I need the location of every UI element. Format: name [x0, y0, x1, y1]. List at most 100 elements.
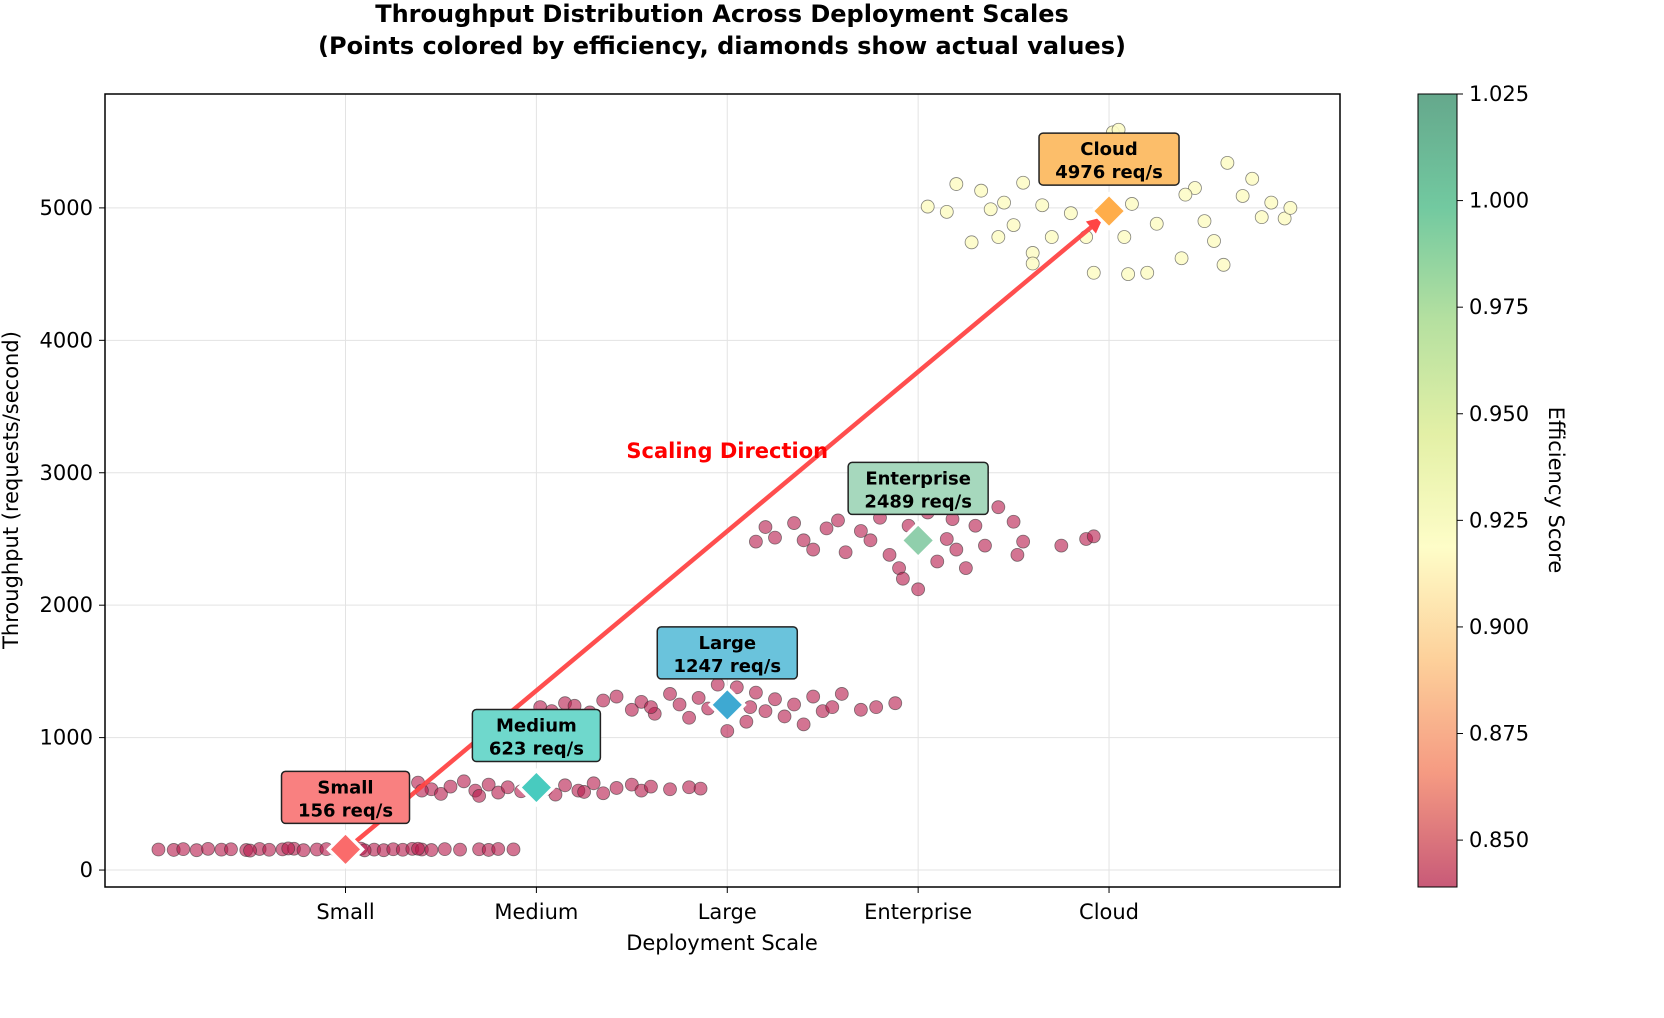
- data-point: [1016, 175, 1031, 190]
- data-point: [151, 842, 166, 857]
- data-point: [682, 710, 696, 725]
- data-point: [964, 235, 979, 250]
- x-tick-label: Medium: [494, 900, 578, 924]
- value-diamond: [326, 829, 365, 869]
- data-point: [1025, 256, 1040, 271]
- data-point: [1054, 538, 1069, 553]
- data-point: [243, 843, 257, 858]
- grid: [105, 94, 1340, 887]
- data-point: [189, 843, 204, 858]
- data-point: [1264, 195, 1279, 210]
- colorbar-tick-label: 1.000: [1469, 189, 1529, 213]
- data-point: [682, 780, 696, 795]
- value-diamonds: [326, 191, 1129, 869]
- data-point: [834, 687, 849, 701]
- data-point: [201, 841, 215, 856]
- data-point: [743, 700, 758, 715]
- annotation-text: Scaling Direction: [626, 439, 828, 463]
- value-label-text: 1247 req/s: [673, 656, 781, 677]
- data-point: [863, 533, 878, 548]
- x-tick-label: Small: [316, 900, 374, 924]
- data-point: [991, 230, 1006, 244]
- value-label-category: Medium: [496, 716, 577, 737]
- data-point: [1197, 214, 1212, 229]
- data-point: [1086, 529, 1101, 544]
- data-point: [434, 787, 448, 801]
- data-point: [1140, 265, 1155, 280]
- data-point: [609, 781, 624, 795]
- data-point: [939, 204, 954, 219]
- data-point: [749, 685, 763, 700]
- data-point: [768, 692, 782, 707]
- data-point: [710, 677, 725, 692]
- value-diamond: [1089, 191, 1129, 231]
- data-point: [787, 516, 801, 530]
- value-label-text: 2489 req/s: [864, 491, 972, 512]
- chart-subtitle: (Points colored by efficiency, diamonds …: [318, 32, 1126, 60]
- data-point: [787, 697, 801, 712]
- data-point: [176, 842, 191, 857]
- scatter-points: [151, 122, 1298, 858]
- data-point: [1010, 547, 1025, 562]
- data-point: [949, 542, 964, 557]
- data-point: [1216, 257, 1231, 272]
- data-point: [831, 513, 845, 528]
- data-point: [644, 700, 658, 715]
- data-point: [1006, 218, 1021, 233]
- data-point: [997, 195, 1011, 210]
- colorbar-tick-label: 0.875: [1469, 722, 1529, 746]
- data-point: [456, 774, 471, 789]
- data-point: [453, 842, 467, 857]
- data-point: [1149, 216, 1164, 231]
- data-point: [758, 704, 773, 719]
- data-point: [949, 177, 964, 191]
- colorbar-tick-label: 1.025: [1469, 82, 1529, 106]
- data-point: [806, 689, 821, 704]
- data-point: [296, 843, 311, 858]
- data-point: [958, 561, 973, 576]
- chart-title: Throughput Distribution Across Deploymen…: [375, 0, 1069, 28]
- data-point: [806, 542, 821, 557]
- y-axis-label: Throughput (requests/second): [0, 331, 23, 650]
- colorbar: [1417, 93, 1458, 888]
- data-point: [624, 702, 639, 717]
- value-label-box: [280, 770, 411, 825]
- data-point: [729, 680, 744, 695]
- value-label-category: Small: [317, 777, 373, 798]
- data-point: [443, 779, 458, 794]
- data-point: [1125, 197, 1139, 211]
- value-label-category: Enterprise: [865, 468, 971, 489]
- data-point: [1188, 181, 1202, 195]
- data-point: [262, 842, 277, 857]
- plot-frame: [104, 93, 1341, 888]
- data-point: [749, 534, 763, 549]
- data-point: [978, 538, 992, 553]
- data-point: [672, 697, 687, 712]
- y-tick-label: 1000: [40, 726, 93, 750]
- x-tick-label: Large: [698, 900, 757, 924]
- data-point: [281, 841, 296, 856]
- value-label-box: [656, 626, 799, 680]
- data-point: [1178, 187, 1193, 202]
- data-point: [739, 714, 754, 729]
- data-point: [939, 532, 954, 546]
- data-point: [888, 696, 903, 711]
- data-point: [720, 724, 735, 738]
- data-point: [693, 781, 708, 796]
- colorbar-tick-label: 0.975: [1469, 295, 1529, 319]
- axes: Small Medium Large Enterprise Cloud 0 1000 2000…: [40, 196, 1139, 924]
- data-point: [825, 700, 840, 715]
- arrow-head: [1085, 217, 1104, 234]
- value-diamond: [516, 768, 556, 808]
- data-point: [1035, 198, 1050, 213]
- value-label-text: 156 req/s: [298, 800, 393, 821]
- data-point: [586, 776, 601, 791]
- value-diamond: [707, 685, 747, 725]
- data-point: [558, 778, 572, 793]
- data-point: [920, 199, 935, 214]
- data-point: [1016, 534, 1031, 549]
- data-point: [819, 521, 834, 536]
- value-label-box: [1038, 132, 1180, 186]
- y-tick-label: 0: [80, 858, 93, 882]
